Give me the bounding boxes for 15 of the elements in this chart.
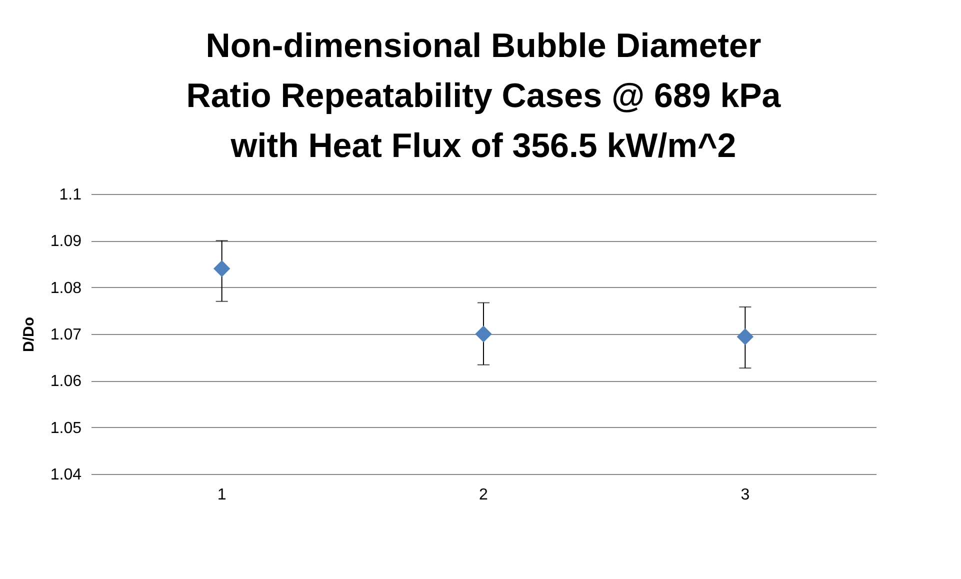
point (213, 260, 230, 278)
y-tick-label: 1.1 (59, 186, 82, 204)
x-tick-label: 1 (217, 486, 226, 504)
chart-title: Non-dimensional Bubble Diameter Ratio Repeatability Cases @ 689 kPa with Heat Flux of 356.5 kW/m^2 (186, 27, 782, 165)
x-tick-label: 3 (740, 486, 750, 504)
y-tick-label: 1.04 (50, 466, 82, 484)
x-tick-label: 2 (479, 486, 488, 504)
point (736, 328, 754, 346)
y-tick-label: 1.06 (50, 373, 82, 390)
y-tick-label: 1.08 (50, 280, 82, 297)
y-tick-label: 1.09 (50, 233, 82, 250)
y-tick-label: 1.07 (50, 326, 82, 344)
y-tick-label: 1.05 (50, 420, 82, 437)
point (475, 326, 492, 342)
y-axis-title: D/Do (20, 317, 38, 352)
